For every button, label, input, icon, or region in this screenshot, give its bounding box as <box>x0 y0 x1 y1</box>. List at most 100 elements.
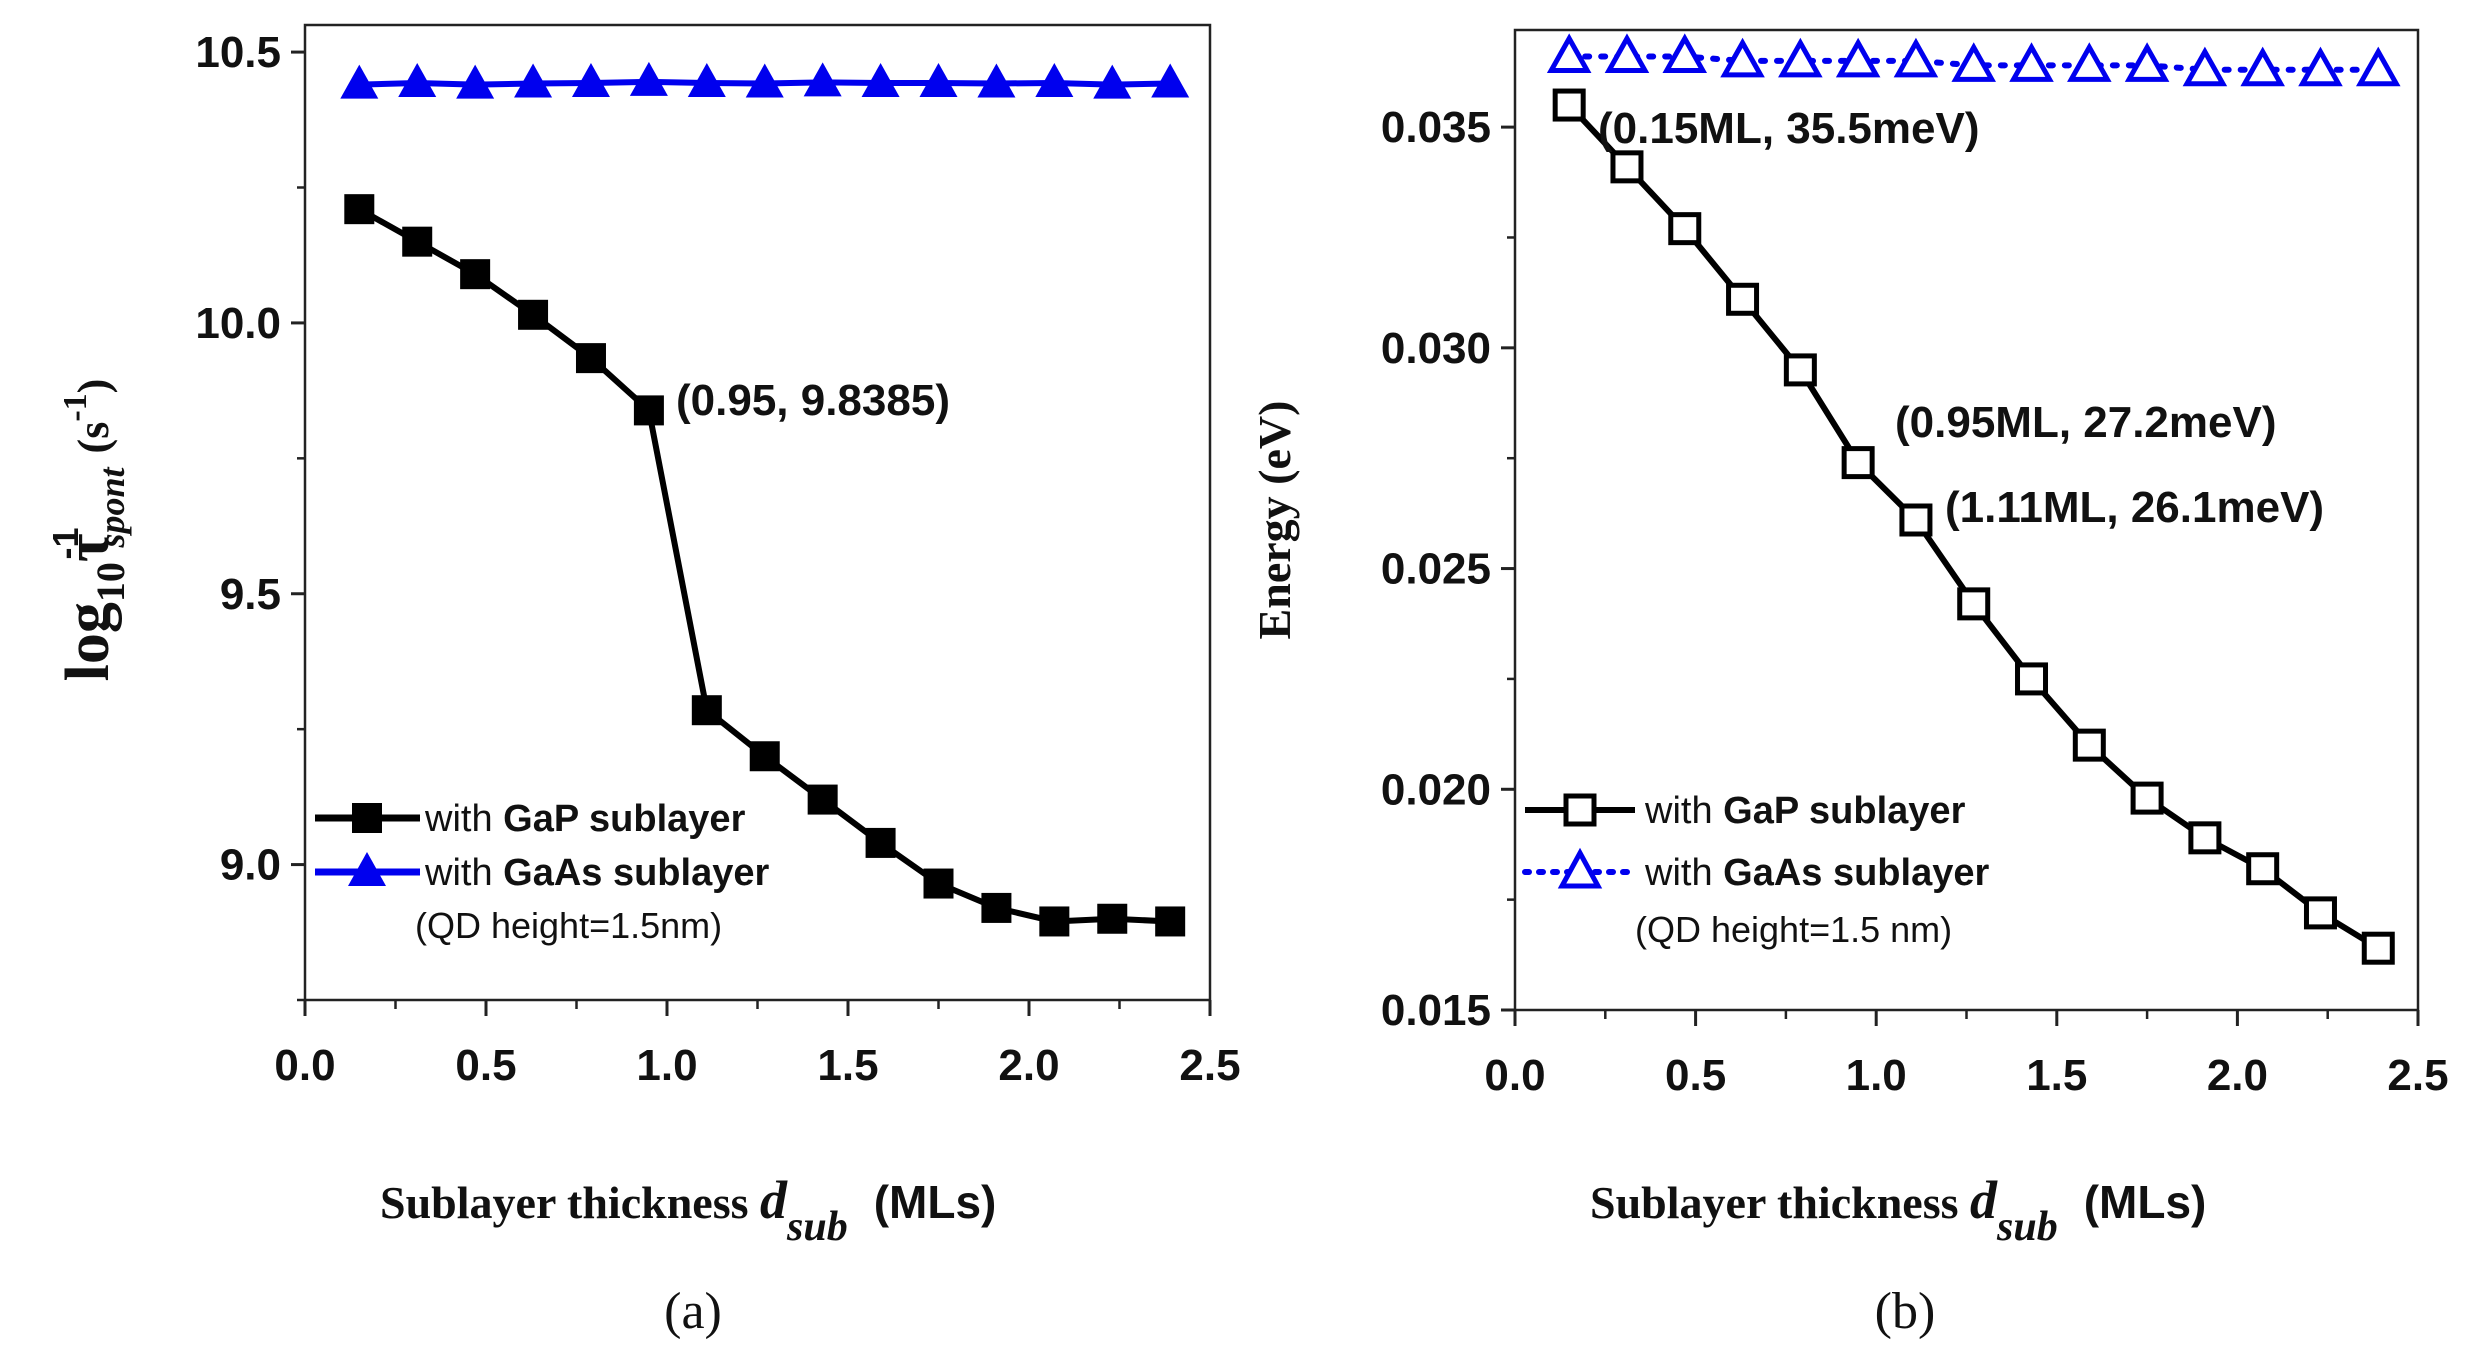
data-point-marker <box>1155 906 1186 937</box>
panel-b-legend: with GaP sublayer with GaAs sublayer (QD… <box>1522 790 1989 950</box>
data-point-marker <box>575 343 606 374</box>
legend-swatch-marker <box>1557 847 1603 889</box>
data-point-marker <box>2246 852 2280 886</box>
data-point-marker <box>749 741 780 772</box>
data-point-marker <box>1778 37 1823 78</box>
data-point-marker <box>344 194 375 225</box>
data-point-marker <box>977 63 1016 98</box>
x-tick-label: 2.5 <box>1179 1041 1240 1090</box>
data-point-marker <box>923 868 954 899</box>
data-point-marker <box>1783 353 1817 387</box>
y-tick-label: 0.035 <box>1381 103 1491 152</box>
data-point-marker <box>629 61 668 96</box>
data-point-marker <box>1899 503 1933 537</box>
data-point-marker <box>1093 64 1132 99</box>
data-point-marker <box>1552 88 1586 122</box>
data-point-marker <box>1720 37 1765 78</box>
data-point-marker <box>2009 42 2054 82</box>
legend-note: (QD height=1.5 nm) <box>1635 909 1952 950</box>
data-point-marker <box>981 892 1012 923</box>
data-point-marker <box>1035 62 1074 97</box>
panel-a-chart: 0.0 0.5 1.0 1.5 2.0 2.5 9.0 9.5 10.0 10.5 (0.95, … <box>45 23 1241 1340</box>
data-point-marker <box>2188 821 2222 855</box>
y-tick-label: 10.0 <box>195 299 281 348</box>
x-tick-label: 1.0 <box>636 1041 697 1090</box>
x-tick-label: 1.5 <box>817 1041 878 1090</box>
x-tick-label: 2.0 <box>2207 1051 2268 1100</box>
panel-a-x-axis-title: Sublayer thickness dsub (MLs) <box>380 1170 996 1250</box>
data-point-marker <box>518 299 549 330</box>
legend-swatch-marker <box>352 803 382 833</box>
data-point-marker <box>1604 33 1650 73</box>
data-point-marker <box>460 259 491 290</box>
data-point-marker <box>514 63 553 98</box>
panel-b-x-axis-title: Sublayer thickness dsub (MLs) <box>1590 1170 2206 1250</box>
data-point-marker <box>2303 896 2337 930</box>
data-point-marker <box>691 695 722 726</box>
legend-entry-gaas: with GaAs sublayer <box>1644 852 1989 894</box>
legend-entry-gaas: with GaAs sublayer <box>424 852 769 894</box>
data-point-marker <box>1951 42 1996 82</box>
data-point-marker <box>456 64 495 99</box>
data-point-marker <box>1893 37 1939 78</box>
annotation-label: (0.95, 9.8385) <box>676 376 950 425</box>
x-tick-label: 0.5 <box>1665 1051 1726 1100</box>
panel-a-label: (a) <box>664 1283 722 1340</box>
data-point-marker <box>745 63 784 98</box>
y-tick-label: 0.030 <box>1381 324 1491 373</box>
data-point-marker <box>807 784 838 815</box>
data-point-marker <box>2067 42 2112 82</box>
panel-b-chart: 0.0 0.5 1.0 1.5 2.0 2.5 0.015 0.020 0.025 0.030 0.… <box>1249 28 2449 1340</box>
data-point-marker <box>2182 46 2228 87</box>
data-point-marker <box>865 827 896 858</box>
data-point-marker <box>919 62 958 97</box>
data-point-marker <box>1662 33 1708 73</box>
data-point-marker <box>1841 446 1875 480</box>
x-tick-label: 1.0 <box>1846 1051 1907 1100</box>
data-point-marker <box>1039 906 1070 937</box>
data-point-marker <box>687 62 726 97</box>
data-point-marker <box>2240 46 2285 87</box>
legend-swatch-marker <box>1563 793 1597 827</box>
data-point-marker <box>1726 282 1760 316</box>
data-point-marker <box>861 62 900 97</box>
data-point-marker <box>402 226 433 257</box>
y-tick-label: 0.015 <box>1381 986 1491 1035</box>
data-point-marker <box>2015 662 2049 696</box>
data-point-marker <box>803 62 842 97</box>
data-point-marker <box>340 64 379 99</box>
data-point-marker <box>398 62 437 97</box>
legend-entry-gap: with GaP sublayer <box>424 798 746 840</box>
data-point-marker <box>2355 46 2401 87</box>
data-point-marker <box>633 395 664 426</box>
x-tick-label: 2.5 <box>2387 1051 2448 1100</box>
panel-b-y-axis-title: Energy (eV) <box>1249 401 1300 640</box>
data-point-marker <box>2130 781 2164 815</box>
data-point-marker <box>1610 150 1644 184</box>
data-point-marker <box>1835 37 1881 78</box>
x-tick-label: 0.5 <box>455 1041 516 1090</box>
x-tick-label: 0.0 <box>1484 1051 1545 1100</box>
annotation-label: (1.11ML, 26.1meV) <box>1945 483 2324 532</box>
legend-entry-gap: with GaP sublayer <box>1644 790 1966 832</box>
y-tick-label: 10.5 <box>195 28 281 77</box>
data-point-marker <box>1151 63 1190 98</box>
x-tick-label: 2.0 <box>998 1041 1059 1090</box>
data-point-marker <box>1097 903 1128 934</box>
data-point-marker <box>2361 931 2395 965</box>
data-point-marker <box>1546 33 1592 73</box>
y-tick-label: 0.020 <box>1381 765 1491 814</box>
data-point-marker <box>571 62 610 97</box>
annotation-label: (0.15ML, 35.5meV) <box>1598 104 1980 153</box>
panel-a-legend: with GaP sublayer with GaAs sublayer (QD… <box>315 798 769 946</box>
x-tick-label: 0.0 <box>274 1041 335 1090</box>
data-point-marker <box>2298 46 2343 87</box>
legend-note: (QD height=1.5nm) <box>415 905 722 946</box>
data-point-marker <box>2072 728 2106 762</box>
panel-b-label: (b) <box>1875 1283 1936 1340</box>
annotation-label: (0.95ML, 27.2meV) <box>1895 398 2277 447</box>
data-point-marker <box>1957 587 1991 621</box>
legend-swatch-marker <box>348 852 386 886</box>
